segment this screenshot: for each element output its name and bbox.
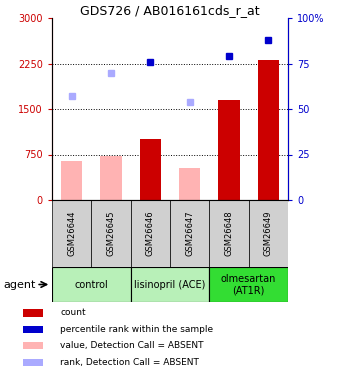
- Text: agent: agent: [3, 279, 36, 290]
- Bar: [52, 200, 91, 267]
- Bar: [23, 342, 44, 350]
- Text: GSM26646: GSM26646: [146, 211, 155, 256]
- Text: GSM26645: GSM26645: [106, 211, 116, 256]
- Text: lisinopril (ACE): lisinopril (ACE): [134, 279, 206, 290]
- Title: GDS726 / AB016161cds_r_at: GDS726 / AB016161cds_r_at: [80, 4, 260, 17]
- Bar: [209, 200, 249, 267]
- Bar: [61, 160, 83, 200]
- Bar: [218, 100, 240, 200]
- Bar: [100, 156, 122, 200]
- Bar: [91, 200, 131, 267]
- Bar: [23, 359, 44, 366]
- Text: control: control: [74, 279, 108, 290]
- Text: olmesartan
(AT1R): olmesartan (AT1R): [221, 274, 276, 295]
- Bar: [52, 267, 131, 302]
- Text: count: count: [60, 309, 86, 318]
- Bar: [170, 200, 209, 267]
- Bar: [131, 267, 209, 302]
- Text: GSM26644: GSM26644: [67, 211, 76, 256]
- Text: GSM26647: GSM26647: [185, 211, 194, 256]
- Text: percentile rank within the sample: percentile rank within the sample: [60, 325, 213, 334]
- Bar: [257, 60, 279, 200]
- Bar: [209, 267, 288, 302]
- Text: value, Detection Call = ABSENT: value, Detection Call = ABSENT: [60, 341, 204, 350]
- Bar: [139, 140, 161, 200]
- Text: rank, Detection Call = ABSENT: rank, Detection Call = ABSENT: [60, 358, 199, 367]
- Bar: [179, 168, 201, 200]
- Text: GSM26649: GSM26649: [264, 211, 273, 256]
- Text: GSM26648: GSM26648: [224, 211, 234, 256]
- Bar: [249, 200, 288, 267]
- Bar: [23, 326, 44, 333]
- Bar: [23, 309, 44, 316]
- Bar: [131, 200, 170, 267]
